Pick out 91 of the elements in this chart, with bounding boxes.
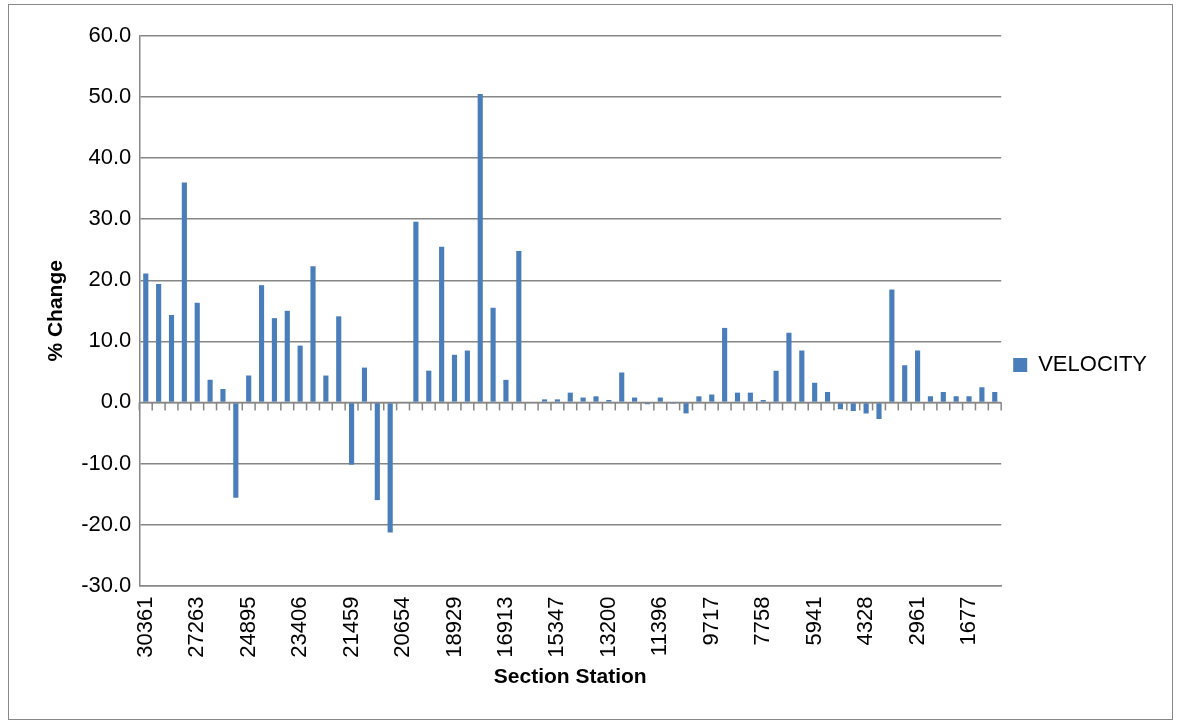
- y-tick-label: -10.0: [81, 449, 132, 475]
- bar: [657, 397, 663, 402]
- bar: [824, 392, 831, 402]
- x-tick-label: 7758: [749, 596, 775, 646]
- bar: [477, 94, 483, 402]
- bar: [490, 307, 496, 402]
- bar: [632, 397, 638, 402]
- x-tick-label: 27263: [183, 596, 209, 658]
- bar: [580, 397, 586, 402]
- bar: [927, 396, 934, 402]
- y-tick-label: 20.0: [88, 266, 132, 292]
- x-tick-label: 21459: [337, 596, 363, 658]
- bar: [966, 396, 972, 402]
- bar: [387, 403, 393, 533]
- bar: [503, 379, 509, 402]
- x-tick-label: 9717: [697, 596, 723, 646]
- x-tick-label: 30361: [131, 596, 157, 658]
- bar: [246, 375, 252, 402]
- y-tick-label: 10.0: [88, 327, 132, 353]
- x-tick-label: 4328: [852, 596, 878, 646]
- x-tick-label: 20654: [389, 596, 415, 658]
- bar: [837, 403, 843, 410]
- bar: [143, 273, 149, 402]
- bar: [773, 370, 779, 402]
- bar: [593, 396, 599, 402]
- bar: [426, 370, 432, 402]
- bar: [349, 403, 355, 465]
- y-tick-label: -30.0: [81, 571, 132, 597]
- y-tick-label: 40.0: [88, 144, 132, 170]
- bar: [915, 350, 921, 402]
- bar: [323, 375, 329, 402]
- x-tick-label: 16913: [492, 596, 518, 658]
- bar: [297, 345, 303, 402]
- bar: [541, 399, 548, 402]
- bar: [451, 354, 458, 402]
- bar: [207, 379, 213, 402]
- bar: [953, 396, 959, 402]
- bar: [271, 318, 277, 402]
- bar: [799, 350, 805, 402]
- bar: [554, 399, 560, 402]
- x-tick-label: 11396: [646, 596, 672, 657]
- bar: [812, 382, 818, 402]
- bar: [361, 367, 368, 402]
- x-tick-label: 1677: [955, 596, 981, 646]
- bar: [567, 392, 573, 402]
- y-axis-title: % Change: [43, 260, 67, 362]
- y-tick-label: 50.0: [88, 83, 132, 109]
- bar: [850, 403, 856, 411]
- y-tick-label: 60.0: [88, 22, 132, 48]
- bar: [194, 302, 200, 402]
- x-tick-label: 2961: [903, 596, 929, 646]
- bar: [722, 327, 728, 402]
- bar: [696, 396, 702, 402]
- bar: [979, 387, 985, 402]
- bar: [863, 403, 869, 414]
- bar: [786, 332, 792, 402]
- y-tick-label: -20.0: [81, 510, 132, 536]
- bar: [284, 310, 290, 402]
- bar: [876, 403, 882, 419]
- x-axis-title: Section Station: [493, 664, 647, 688]
- bar: [181, 182, 187, 402]
- bar: [156, 283, 162, 402]
- bar: [310, 266, 316, 402]
- x-tick-label: 5941: [800, 596, 826, 646]
- legend-label: VELOCITY: [1038, 351, 1148, 377]
- bar: [902, 365, 908, 402]
- bar: [168, 315, 175, 402]
- x-tick-label: 24895: [234, 596, 260, 658]
- bar: [439, 246, 445, 402]
- bar: [992, 392, 998, 402]
- bar: [336, 316, 342, 402]
- bar: [940, 392, 946, 402]
- bar: [747, 392, 753, 402]
- bar: [709, 394, 715, 402]
- bar: [413, 221, 419, 402]
- y-tick-label: 30.0: [88, 205, 132, 231]
- bar: [734, 392, 741, 402]
- x-tick-label: 13200: [594, 596, 620, 658]
- bar: [683, 403, 689, 414]
- bar: [464, 350, 470, 402]
- bar: [516, 250, 522, 402]
- y-tick-label: 0.0: [100, 388, 132, 414]
- bar: [619, 372, 625, 402]
- bar: [889, 289, 895, 402]
- bar: [374, 403, 380, 501]
- bar: [258, 285, 265, 402]
- x-tick-label: 18929: [440, 596, 466, 658]
- bar: [233, 403, 239, 498]
- bar: [220, 388, 226, 402]
- x-tick-label: 23406: [286, 596, 312, 658]
- x-tick-label: 15347: [543, 596, 569, 658]
